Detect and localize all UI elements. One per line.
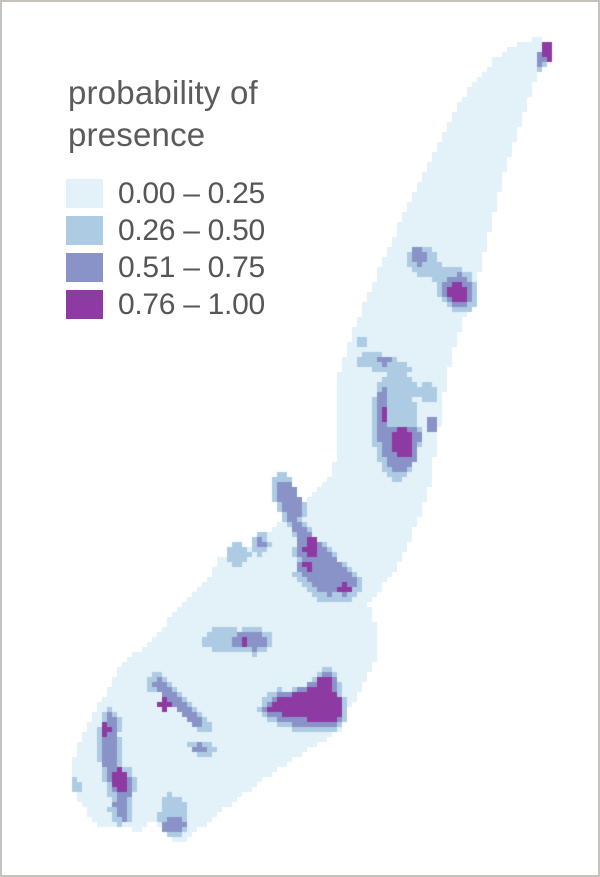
legend-swatch-class4 [66, 290, 103, 319]
map-legend: probability of presence 0.00 – 0.25 0.26… [66, 72, 265, 327]
legend-item-label: 0.51 – 0.75 [118, 250, 265, 284]
legend-swatch-class3 [66, 253, 103, 282]
legend-swatch-class2 [66, 216, 103, 245]
legend-items: 0.00 – 0.25 0.26 – 0.50 0.51 – 0.75 0.76… [66, 176, 265, 321]
legend-item-label: 0.26 – 0.50 [118, 213, 265, 247]
legend-title-line2: presence [68, 116, 206, 153]
legend-item: 0.76 – 1.00 [66, 287, 265, 321]
legend-item: 0.26 – 0.50 [66, 213, 265, 247]
legend-item: 0.00 – 0.25 [66, 176, 265, 210]
legend-title: probability of presence [68, 72, 265, 156]
legend-item: 0.51 – 0.75 [66, 250, 265, 284]
legend-item-label: 0.00 – 0.25 [118, 176, 265, 210]
legend-swatch-class1 [66, 179, 103, 208]
legend-item-label: 0.76 – 1.00 [118, 287, 265, 321]
legend-title-line1: probability of [68, 74, 258, 111]
